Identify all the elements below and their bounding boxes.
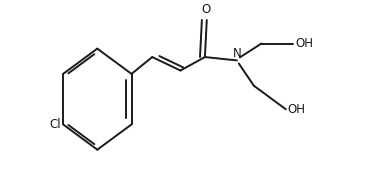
Text: O: O [201,3,210,16]
Text: OH: OH [295,37,313,50]
Text: OH: OH [288,103,306,116]
Text: N: N [232,47,241,60]
Text: Cl: Cl [50,118,61,131]
